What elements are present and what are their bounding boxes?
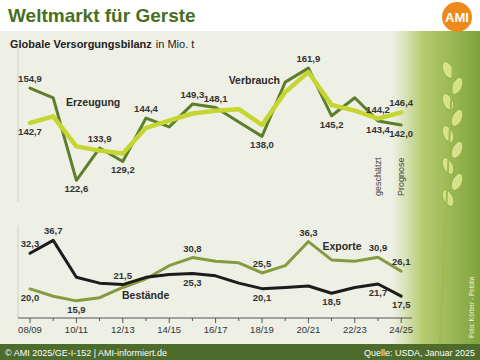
x-tick bbox=[308, 318, 309, 323]
x-tick bbox=[331, 318, 332, 321]
x-tick-label: 10/11 bbox=[65, 324, 88, 335]
data-label: 32,3 bbox=[21, 238, 40, 249]
photo-grains bbox=[440, 60, 466, 344]
copyright: © AMI 2025/GE-I-152 | AMI-informiert.de bbox=[5, 348, 167, 358]
data-labels: 154,9 122,6 133,9 129,2 144,4 149,3148,1 138,0… bbox=[18, 53, 414, 194]
x-tick bbox=[146, 318, 147, 321]
x-tick bbox=[30, 318, 31, 323]
photo bbox=[392, 31, 480, 344]
x-tick-label: 14/15 bbox=[157, 324, 181, 335]
data-label: 146,4 bbox=[389, 97, 413, 108]
data-label: 21,5 bbox=[114, 270, 133, 281]
annotation: geschätzt bbox=[373, 157, 383, 196]
x-tick-label: 08/09 bbox=[18, 324, 42, 335]
data-label: 15,9 bbox=[67, 304, 86, 315]
x-tick bbox=[53, 318, 54, 321]
x-tick bbox=[401, 318, 402, 323]
x-tick bbox=[238, 318, 239, 321]
data-label: 145,2 bbox=[320, 119, 344, 130]
data-label: 17,5 bbox=[392, 299, 411, 310]
data-label: 144,2 bbox=[366, 104, 390, 115]
panel bbox=[0, 31, 480, 344]
title: Weltmarkt für Gerste bbox=[8, 5, 196, 26]
subtitle-main: Globale Versorgungsbilanz bbox=[10, 38, 152, 50]
series-lines bbox=[30, 68, 401, 180]
x-tick bbox=[285, 318, 286, 321]
x-axis-line bbox=[18, 318, 412, 319]
x-tick bbox=[169, 318, 170, 323]
grain bbox=[440, 124, 457, 145]
series-name: Erzeugung bbox=[66, 96, 120, 108]
series-name: Exporte bbox=[322, 240, 361, 252]
data-label: 142,7 bbox=[18, 126, 42, 137]
data-label: 149,3 bbox=[181, 89, 205, 100]
data-label: 148,1 bbox=[204, 93, 228, 104]
x-tick bbox=[99, 318, 100, 321]
series-name: Verbrauch bbox=[229, 74, 280, 86]
x-tick bbox=[215, 318, 216, 323]
data-label: 122,6 bbox=[65, 183, 89, 194]
data-label: 30,8 bbox=[183, 243, 202, 254]
subtitle-unit: in Mio. t bbox=[156, 38, 195, 50]
data-label: 36,3 bbox=[299, 227, 318, 238]
x-tick bbox=[354, 318, 355, 323]
source: Quelle: USDA, Januar 2025 bbox=[364, 348, 475, 358]
y-range-line bbox=[18, 45, 19, 202]
grain bbox=[440, 92, 457, 113]
series-line bbox=[30, 68, 401, 180]
grain bbox=[449, 140, 466, 161]
data-labels: 20,0 15,9 30,8 25,5 36,3 30,9 26,1 32,3 36,7 21,5… bbox=[21, 225, 411, 314]
data-label: 26,1 bbox=[392, 256, 411, 267]
series-name: Bestände bbox=[122, 289, 169, 301]
data-label: 154,9 bbox=[18, 73, 42, 84]
x-tick-label: 12/13 bbox=[111, 324, 135, 335]
x-tick-label: 16/17 bbox=[204, 324, 228, 335]
x-tick bbox=[262, 318, 263, 323]
data-label: 20,1 bbox=[253, 292, 272, 303]
data-label: 18,5 bbox=[322, 296, 341, 307]
y-range-line bbox=[18, 225, 19, 318]
data-label: 30,9 bbox=[369, 242, 388, 253]
data-label: 21,7 bbox=[369, 287, 388, 298]
x-tick-label: 22/23 bbox=[343, 324, 367, 335]
x-tick-label: 20/21 bbox=[297, 324, 321, 335]
series-lines bbox=[30, 240, 401, 300]
x-tick-label: 18/19 bbox=[250, 324, 274, 335]
data-label: 129,2 bbox=[111, 164, 135, 175]
subtitle: Globale Versorgungsbilanz in Mio. t bbox=[10, 38, 194, 50]
data-label: 144,4 bbox=[134, 103, 158, 114]
data-label: 20,0 bbox=[21, 292, 40, 303]
chart-svg: Weltmarkt für Gerste AMI Globale Versorgun… bbox=[0, 0, 480, 360]
chart-0: 154,9 122,6 133,9 129,2 144,4 149,3148,1 138,0… bbox=[18, 45, 414, 202]
data-label: 138,0 bbox=[250, 139, 274, 150]
data-label: 143,4 bbox=[366, 124, 390, 135]
footer-bar bbox=[0, 344, 480, 360]
x-tick bbox=[192, 318, 193, 321]
background bbox=[0, 0, 480, 360]
logo: AMI bbox=[445, 10, 469, 25]
x-tick-label: 24/25 bbox=[389, 324, 413, 335]
x-tick bbox=[378, 318, 379, 321]
chart-1: 08/09 10/11 12/13 14/15 16/17 18/19 20/21 22/23… bbox=[18, 225, 413, 335]
x-tick bbox=[76, 318, 77, 323]
annotation: Prognose bbox=[396, 157, 406, 196]
series-line bbox=[30, 72, 401, 153]
data-label: 36,7 bbox=[44, 225, 63, 236]
logo-badge bbox=[442, 2, 472, 32]
data-label: 25,3 bbox=[183, 277, 202, 288]
data-label: 161,9 bbox=[297, 53, 321, 64]
data-label: 25,5 bbox=[253, 258, 272, 269]
stalk bbox=[440, 60, 453, 344]
data-label: 142,0 bbox=[389, 128, 413, 139]
grain bbox=[449, 172, 466, 193]
series-line bbox=[30, 240, 401, 296]
data-label: 133,9 bbox=[88, 133, 112, 144]
x-tick bbox=[122, 318, 123, 323]
photo-credit: Foto: Körber - Fotolia bbox=[468, 276, 475, 338]
